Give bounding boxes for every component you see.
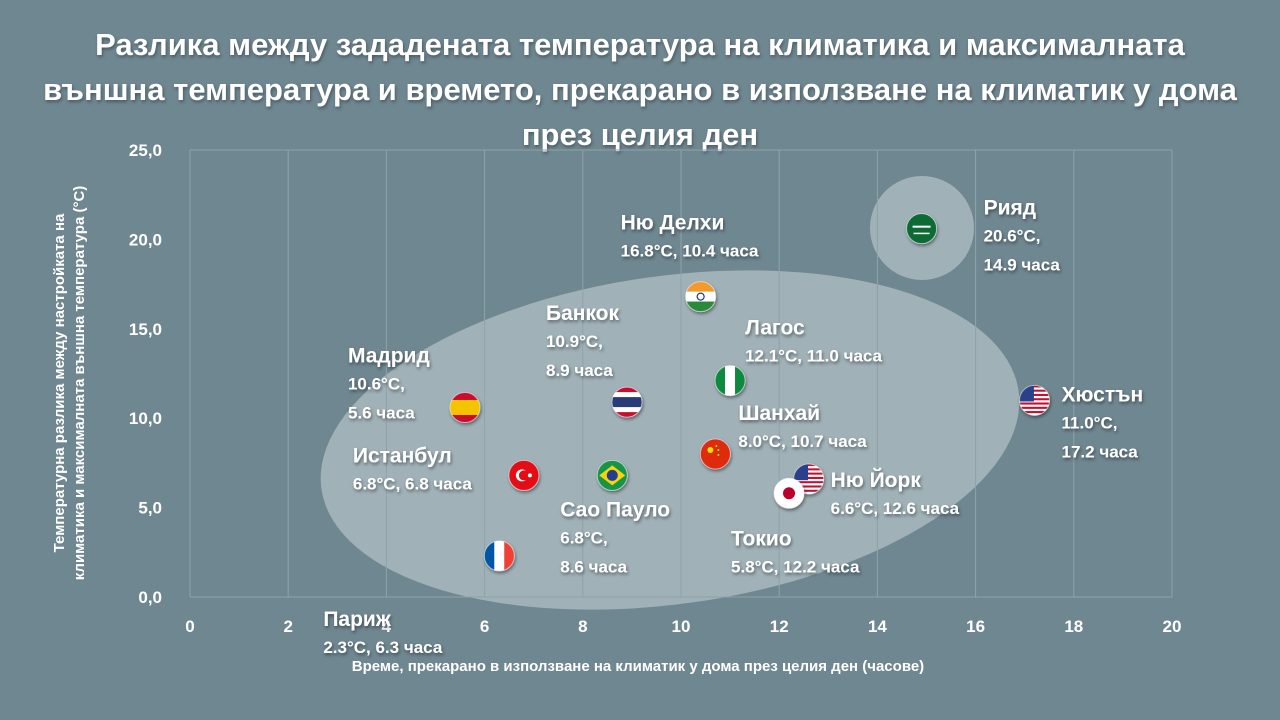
x-tick-label: 18 <box>1064 617 1083 636</box>
city-label: Рияд <box>984 197 1037 220</box>
y-tick-label: 5,0 <box>138 499 162 518</box>
city-label: Истанбул <box>353 444 452 467</box>
data-point-flag-nigeria <box>714 365 746 397</box>
x-tick-label: 14 <box>868 617 887 636</box>
data-point-flag-china <box>699 438 731 470</box>
data-point-flag-usa <box>1019 384 1051 416</box>
x-tick-label: 12 <box>770 617 789 636</box>
city-label: Токио <box>731 527 792 550</box>
value-label: 2.3°C, 6.3 часа <box>323 638 442 657</box>
data-point-flag-brazil <box>596 459 628 491</box>
x-axis-label: Време, прекарано в използване на климати… <box>352 658 924 675</box>
x-tick-label: 16 <box>966 617 985 636</box>
x-tick-label: 8 <box>578 617 587 636</box>
value-label: 10.9°C, <box>546 332 603 351</box>
chart-title: Разлика между зададената температура на … <box>43 27 1237 152</box>
value-label: 11.0°C, <box>1062 413 1118 432</box>
city-label: Мадрид <box>348 344 430 367</box>
y-tick-label: 25,0 <box>129 141 162 160</box>
city-label: Банкок <box>546 302 620 325</box>
value-label: 14.9 часа <box>984 256 1061 275</box>
value-label: 10.6°C, <box>348 374 405 393</box>
data-point-flag-india <box>685 281 717 313</box>
value-label: 12.1°C, 11.0 часа <box>745 347 882 366</box>
x-tick-label: 0 <box>185 617 194 636</box>
city-label: Париж <box>323 608 392 631</box>
data-point-flag-usa <box>793 463 825 495</box>
data-point-flag-japan <box>773 477 805 509</box>
value-label: 6.8°C, 6.8 часа <box>353 474 472 493</box>
city-label: Ню Делхи <box>621 212 725 235</box>
data-point-flag-france <box>483 540 515 572</box>
data-point-flag-saudi-arabia <box>906 213 938 245</box>
y-tick-label: 15,0 <box>129 320 162 339</box>
value-label: 8.6 часа <box>560 557 627 576</box>
value-label: 5.6 часа <box>348 403 415 422</box>
x-tick-label: 10 <box>672 617 691 636</box>
x-tick-label: 6 <box>480 617 489 636</box>
value-label: 8.9 часа <box>546 361 613 380</box>
city-label: Хюстън <box>1062 383 1144 406</box>
value-label: 20.6°C, <box>984 227 1041 246</box>
value-label: 17.2 часа <box>1062 442 1139 461</box>
value-label: 16.8°C, 10.4 часа <box>621 242 759 261</box>
data-point-flag-spain <box>449 391 481 423</box>
y-axis-label-line2: климатика и максималната външна температ… <box>71 186 88 581</box>
value-label: 5.8°C, 12.2 часа <box>731 557 860 576</box>
value-label: 6.6°C, 12.6 часа <box>831 499 960 518</box>
data-point-flag-turkey <box>508 459 540 491</box>
value-label: 6.8°C, <box>560 528 607 547</box>
x-tick-label: 2 <box>283 617 292 636</box>
city-label: Ню Йорк <box>831 468 922 492</box>
data-point-flag-thailand <box>611 386 643 418</box>
value-label: 8.0°C, 10.7 часа <box>738 432 867 451</box>
city-label: Лагос <box>745 317 805 340</box>
y-tick-label: 20,0 <box>129 230 162 249</box>
city-label: Шанхай <box>738 402 820 425</box>
y-axis-label-line1: Температурна разлика между настройката н… <box>51 213 68 552</box>
x-tick-label: 4 <box>382 617 392 636</box>
y-tick-label: 10,0 <box>129 409 162 428</box>
cluster-highlight-oval <box>320 270 1020 610</box>
y-tick-label: 0,0 <box>138 588 162 607</box>
x-tick-label: 20 <box>1163 617 1182 636</box>
city-label: Сао Пауло <box>560 498 670 521</box>
